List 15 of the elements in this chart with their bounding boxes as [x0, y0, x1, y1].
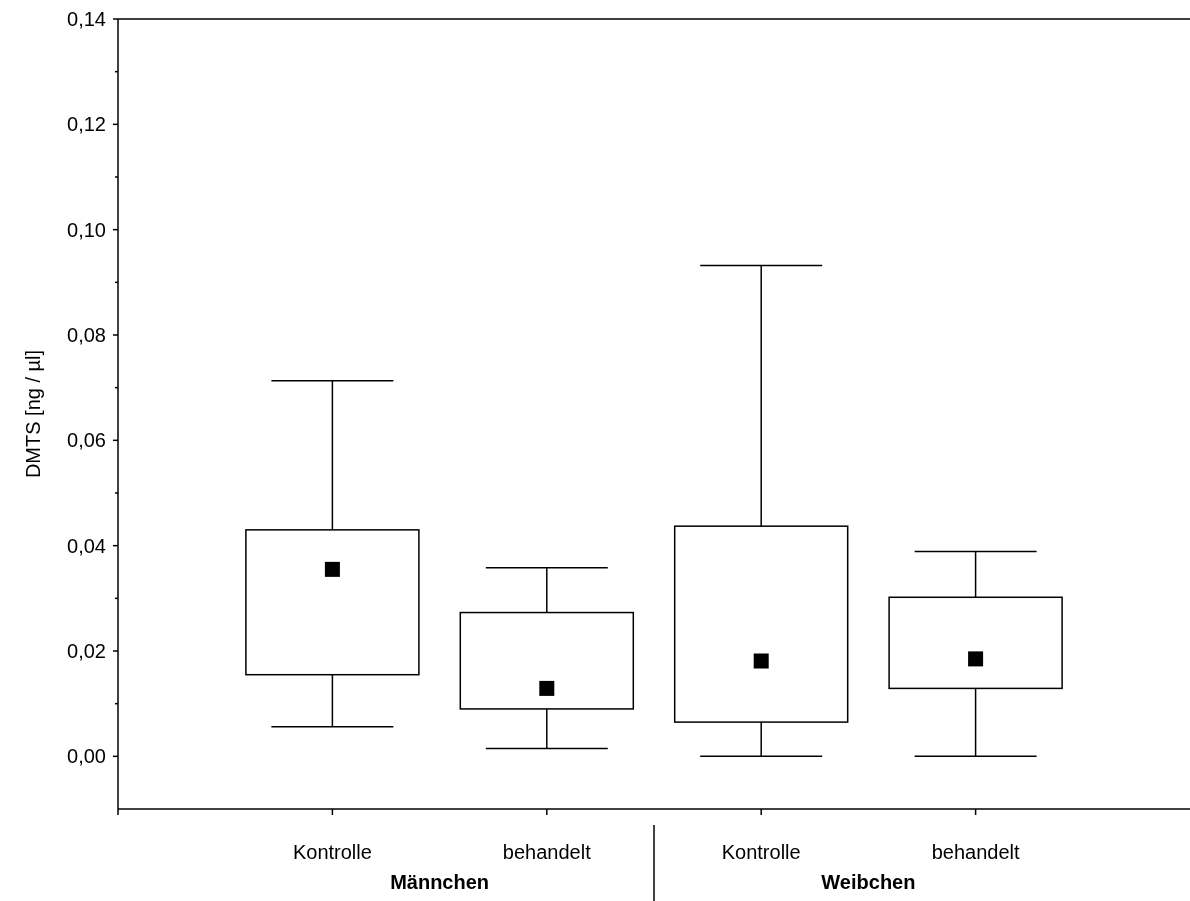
y-tick-label: 0,10 [67, 218, 106, 241]
text: Männchen [390, 871, 490, 893]
x-tick-label: Kontrolle [721, 841, 801, 863]
y-tick-label: 0,00 [67, 745, 106, 768]
y-tick-label: 0,14 [67, 8, 106, 30]
text: Weibchen [821, 871, 916, 893]
y-tick-label: 0,08 [67, 324, 106, 346]
y-tick-label: 0,04 [67, 534, 106, 557]
y-tick-label: 0,02 [67, 640, 106, 662]
x-tick-label: behandelt [502, 841, 592, 863]
x-tick-label: behandelt [931, 841, 1020, 863]
y-axis-title: DMTS [ng / µl] [22, 349, 44, 479]
y-tick-label: 0,12 [67, 113, 106, 136]
x-tick-label: Kontrolle [292, 841, 372, 863]
y-tick-label: 0,06 [67, 429, 106, 452]
